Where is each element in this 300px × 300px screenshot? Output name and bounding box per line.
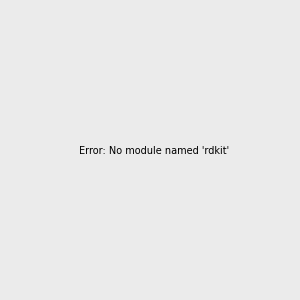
- Text: Error: No module named 'rdkit': Error: No module named 'rdkit': [79, 146, 229, 157]
